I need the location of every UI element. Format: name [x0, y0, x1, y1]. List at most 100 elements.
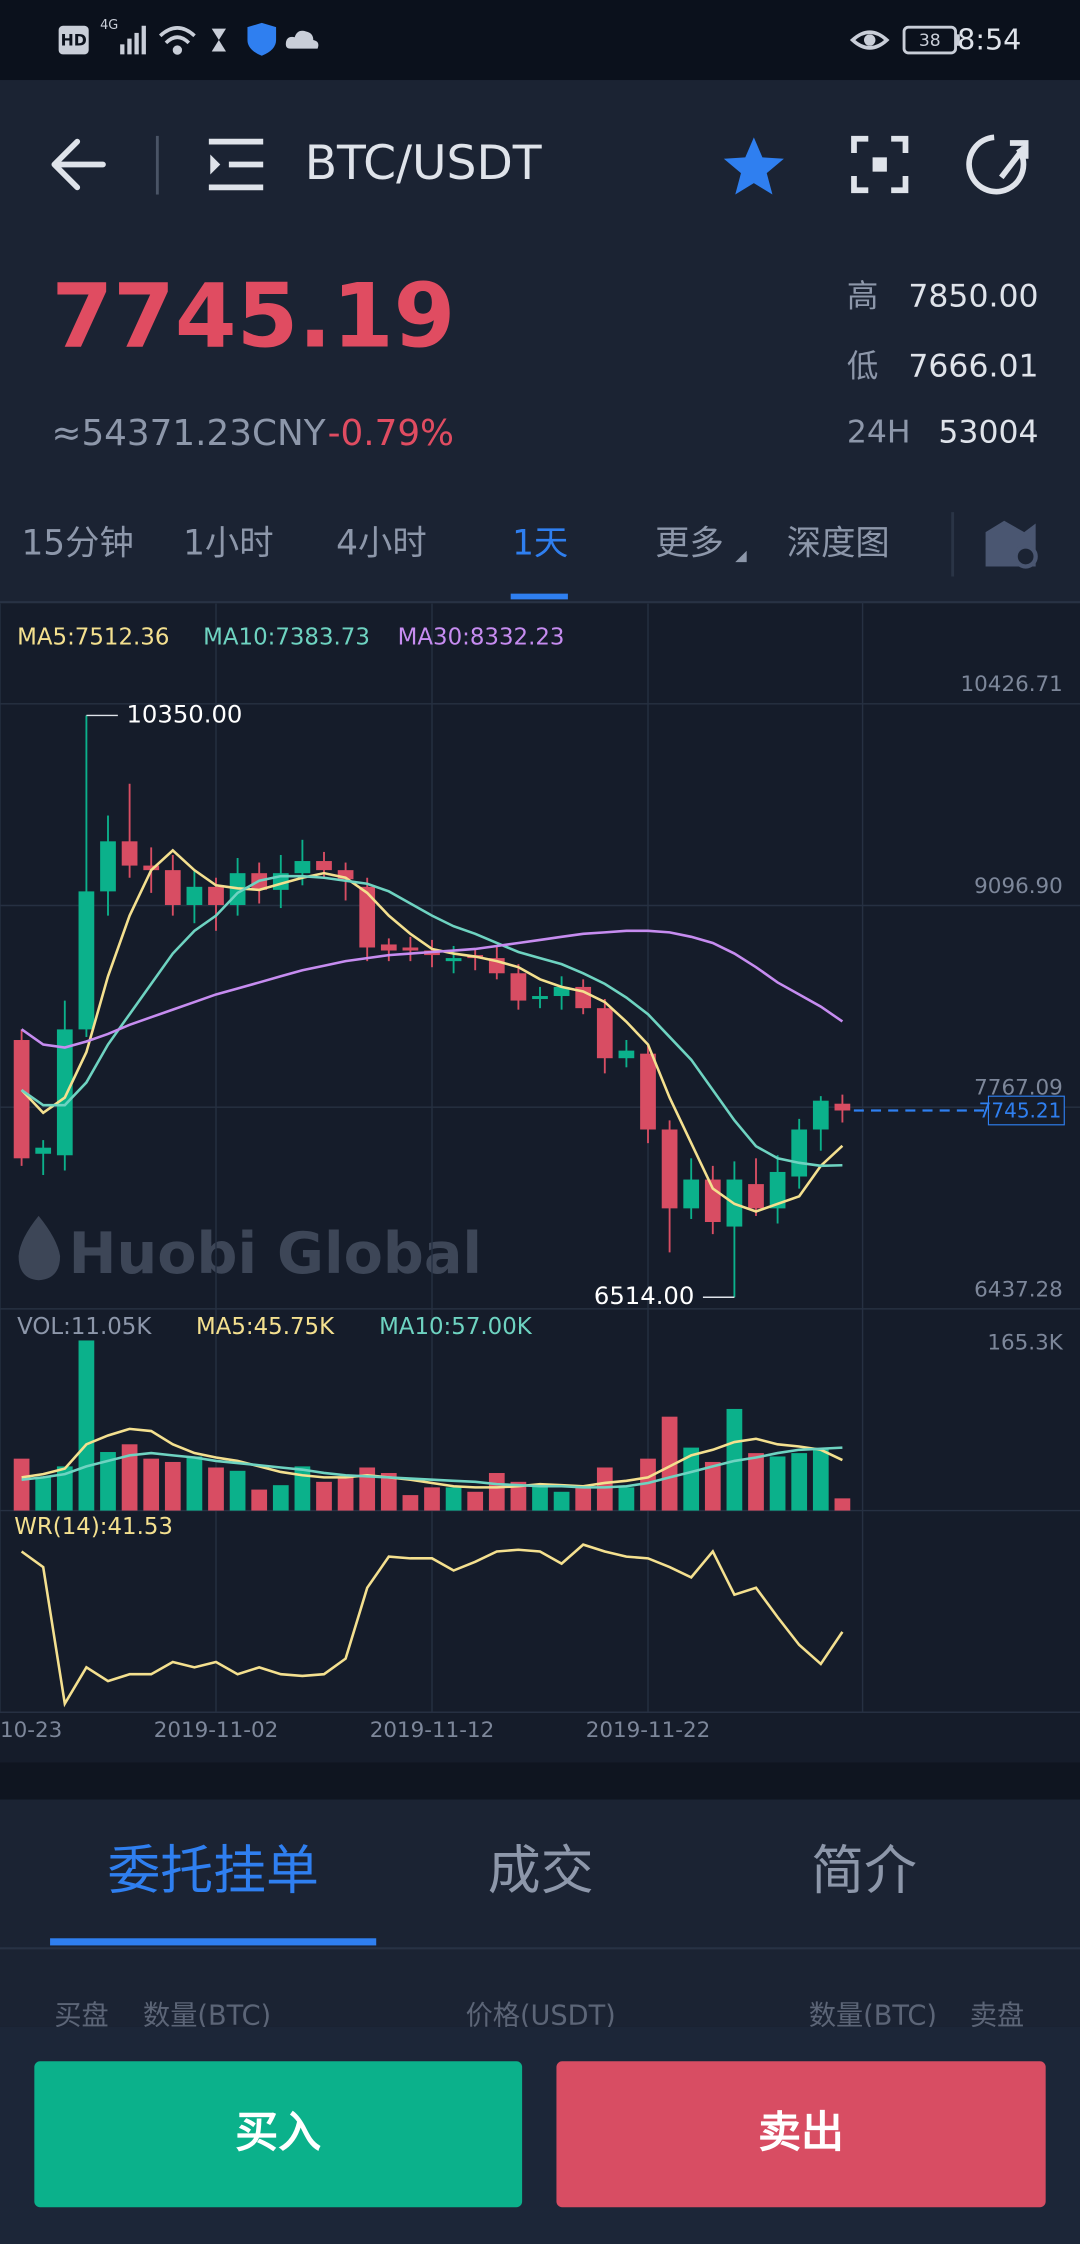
- candle-body: [100, 841, 116, 892]
- volume-bar: [640, 1458, 656, 1511]
- candle-body: [121, 841, 138, 866]
- period-tab[interactable]: 深度图: [787, 524, 890, 564]
- y-tick-label: 6437.28: [974, 1277, 1063, 1302]
- order-tab-underline: [50, 1938, 377, 1946]
- volume-bar: [251, 1489, 268, 1511]
- time-text: 8:54: [957, 22, 1021, 56]
- signal-icon: [120, 25, 146, 55]
- y-tick-label: 9096.90: [974, 874, 1063, 899]
- candle-body: [143, 865, 160, 871]
- candle-body: [164, 870, 181, 906]
- volume-bar: [143, 1458, 160, 1511]
- status-bar: [0, 0, 1080, 81]
- volume-bar: [510, 1481, 527, 1511]
- candle-body: [445, 958, 462, 962]
- stats: 高 7850.00 低 7666.01 24H 53004: [847, 279, 1039, 451]
- volume-bar: [575, 1485, 592, 1511]
- order-tab[interactable]: 成交: [488, 1841, 594, 1902]
- period-tab[interactable]: 更多: [655, 524, 724, 564]
- volume-bar: [56, 1466, 73, 1511]
- volume-bar: [380, 1473, 397, 1511]
- candle-body: [596, 1008, 613, 1059]
- wifi-icon: [159, 26, 196, 55]
- volume-bar: [683, 1447, 700, 1511]
- candle-body: [553, 986, 570, 997]
- favorite-button[interactable]: [723, 137, 784, 195]
- buy-button[interactable]: [34, 2061, 523, 2208]
- buy-label: 买入: [235, 2108, 321, 2158]
- line-series: [21, 1446, 843, 1489]
- candle-body: [359, 886, 376, 948]
- order-tab[interactable]: 委托挂单: [107, 1841, 319, 1902]
- legend-entry: MA30:8332.23: [398, 624, 565, 650]
- hourglass-icon: [211, 28, 227, 52]
- legend-entry: MA5:7512.36: [17, 624, 169, 650]
- order-header-cell: 卖盘: [970, 2000, 1024, 2031]
- candle-body: [834, 1103, 851, 1111]
- candle-body: [618, 1050, 635, 1059]
- battery-tip: [955, 34, 960, 46]
- sell-label: 卖出: [758, 2108, 844, 2158]
- volume-bar: [272, 1485, 289, 1511]
- scan-button[interactable]: [851, 135, 909, 194]
- x-tick-label: 2019-11-22: [586, 1718, 711, 1743]
- volume-bar: [553, 1491, 570, 1511]
- volume-bar: [208, 1467, 224, 1511]
- eye-icon: [849, 30, 890, 50]
- legend-entry: MA10:57.00K: [379, 1314, 533, 1340]
- order-tab[interactable]: 简介: [811, 1841, 917, 1902]
- candle-body: [337, 870, 354, 880]
- stat-value: 7850.00: [908, 279, 1038, 315]
- volume-bar: [35, 1477, 52, 1511]
- volume-bar: [78, 1340, 95, 1511]
- shield-icon: [247, 22, 277, 56]
- candle-body: [316, 861, 332, 871]
- period-tab[interactable]: 4小时: [336, 524, 427, 564]
- volume-bar: [791, 1453, 808, 1511]
- watermark: Huobi Global: [18, 1215, 482, 1287]
- period-tabs: 15分钟 1小时 4小时 1天 更多 深度图: [21, 524, 890, 600]
- menu-button[interactable]: [208, 138, 264, 191]
- chart-marks: 10-23 2019-11-02 2019-11-12 2019-11-22 10426…: [0, 603, 1080, 1743]
- volume-bar: [186, 1456, 203, 1511]
- last-price-box: [987, 1095, 1065, 1126]
- period-tab[interactable]: 15分钟: [21, 524, 133, 564]
- last-price-label: 7745.21: [979, 1098, 1062, 1122]
- share-button[interactable]: [966, 134, 1029, 195]
- volume-bar: [359, 1467, 376, 1511]
- y-tick-label: 165.3K: [987, 1331, 1063, 1356]
- period-tab[interactable]: 1小时: [183, 524, 274, 564]
- order-header-cell: 买盘: [54, 2000, 108, 2031]
- candle-body: [78, 891, 95, 1030]
- back-button[interactable]: [51, 138, 106, 191]
- order-header-cell: 价格(USDT): [466, 2000, 616, 2031]
- period-tab-underline: [510, 593, 568, 600]
- candle-body: [812, 1100, 829, 1130]
- chart-bg: [0, 602, 1080, 1763]
- candle-body: [13, 1040, 30, 1159]
- line-series: [21, 1427, 843, 1489]
- candle-body: [186, 886, 203, 906]
- battery-text: 38: [919, 31, 941, 51]
- candle-body: [402, 947, 419, 951]
- volume-bar: [812, 1448, 829, 1511]
- hd-text: HD: [61, 30, 87, 49]
- sell-button[interactable]: [556, 2061, 1046, 2208]
- volume-bar: [769, 1456, 786, 1511]
- cloud-icon: [285, 30, 319, 49]
- order-header: 买盘 数量(BTC) 价格(USDT) 数量(BTC) 卖盘: [54, 2000, 1024, 2031]
- line-series: [20, 848, 844, 1213]
- period-tab[interactable]: 1天: [512, 524, 568, 564]
- line-series: [20, 1543, 844, 1708]
- pair-title: BTC/USDT: [305, 136, 542, 191]
- candle-body: [661, 1129, 678, 1209]
- chart-settings-button[interactable]: [985, 520, 1038, 569]
- legend-entry: VOL:11.05K: [17, 1314, 152, 1340]
- volume-bar: [13, 1458, 30, 1511]
- volume-bar: [337, 1477, 354, 1511]
- volume-bar: [618, 1487, 635, 1511]
- line-series: [20, 929, 844, 1049]
- candle-body: [35, 1147, 52, 1154]
- last-price: 7745.19: [51, 264, 455, 367]
